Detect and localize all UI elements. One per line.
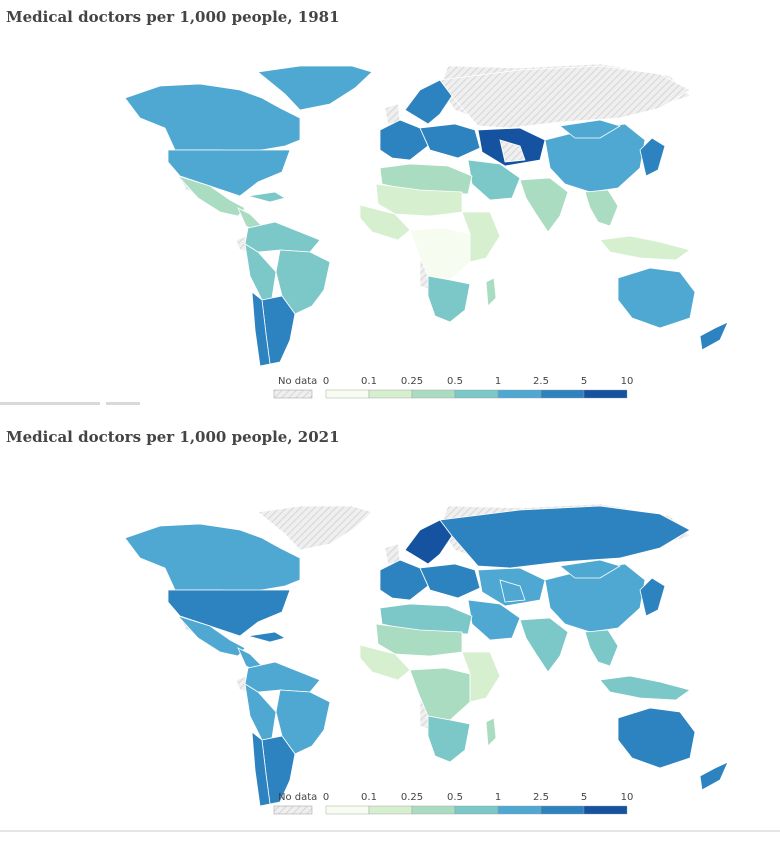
country-region-chile[interactable]	[251, 731, 271, 807]
legend-swatch	[325, 389, 370, 399]
legend-tick-label: 1	[495, 376, 501, 387]
legend-swatch	[540, 805, 585, 815]
country-region-north-america[interactable]	[124, 83, 301, 153]
country-region-india[interactable]	[519, 617, 569, 673]
legend-swatch	[325, 805, 370, 815]
map-land	[124, 63, 729, 367]
legend-nodata-label: No data	[278, 792, 317, 803]
legend-tick-label: 10	[621, 376, 634, 387]
map-legend: No data 0 0.1 0.25 0.5 1 2.5 5 10	[273, 792, 634, 815]
country-region-north-america[interactable]	[124, 523, 301, 593]
country-region-japan-korea[interactable]	[639, 137, 666, 177]
legend-tick-label: 10	[621, 792, 634, 803]
legend-swatch	[497, 389, 542, 399]
country-region-madagascar[interactable]	[485, 717, 497, 747]
country-region-madagascar[interactable]	[485, 277, 497, 307]
legend-tick-label: 0.25	[401, 792, 423, 803]
country-region-central-africa[interactable]	[409, 667, 471, 721]
legend-nodata-label: No data	[278, 376, 317, 387]
country-region-southern-africa[interactable]	[427, 275, 471, 323]
country-region-new-zealand[interactable]	[699, 761, 729, 791]
legend-swatch	[368, 389, 413, 399]
map-title-1981: Medical doctors per 1,000 people, 1981	[6, 8, 340, 26]
country-region-middle-east[interactable]	[467, 159, 521, 201]
legend-tick-label: 5	[581, 376, 587, 387]
map-panel-1981: Medical doctors per 1,000 people, 1981 N…	[0, 0, 780, 405]
legend-swatch	[368, 805, 413, 815]
country-region-mideast-nodata[interactable]	[499, 579, 526, 603]
legend-tick-label: 1	[495, 792, 501, 803]
country-region-andes[interactable]	[244, 243, 277, 301]
country-region-greenland[interactable]	[257, 65, 373, 111]
country-region-central-africa[interactable]	[409, 227, 471, 281]
country-region-west-africa[interactable]	[359, 204, 411, 241]
world-map-1981: No data 0 0.1 0.25 0.5 1 2.5 5 10	[124, 63, 729, 399]
country-region-eastern-europe[interactable]	[419, 563, 481, 599]
legend-swatch	[583, 389, 628, 399]
legend-swatch	[411, 389, 456, 399]
bottom-rule	[0, 830, 780, 832]
legend-nodata-swatch	[273, 389, 313, 399]
country-region-sahara[interactable]	[375, 623, 463, 657]
legend-tick-label: 0	[323, 792, 329, 803]
country-region-russia[interactable]	[439, 65, 691, 129]
legend-swatch	[454, 389, 499, 399]
country-region-east-africa[interactable]	[461, 651, 501, 703]
country-region-usa-south[interactable]	[167, 589, 291, 637]
country-region-caribbean[interactable]	[247, 191, 287, 203]
country-region-mideast-nodata[interactable]	[499, 139, 526, 163]
country-region-indonesia[interactable]	[599, 235, 691, 261]
map-title-2021: Medical doctors per 1,000 people, 2021	[6, 428, 340, 446]
country-region-brazil[interactable]	[275, 689, 331, 755]
panel-divider-left	[0, 402, 100, 405]
country-region-caribbean[interactable]	[247, 631, 287, 643]
legend-swatch	[583, 805, 628, 815]
country-region-andes[interactable]	[244, 683, 277, 741]
country-region-mongolia[interactable]	[559, 559, 621, 579]
legend-tick-label: 0.5	[447, 792, 463, 803]
country-region-japan-korea[interactable]	[639, 577, 666, 617]
legend-swatch	[540, 389, 585, 399]
map-panel-2021: Medical doctors per 1,000 people, 2021 N…	[0, 420, 780, 850]
country-region-australia[interactable]	[617, 707, 696, 769]
country-region-southeast-asia[interactable]	[584, 629, 619, 667]
country-region-western-europe[interactable]	[379, 559, 429, 601]
country-region-middle-east[interactable]	[467, 599, 521, 641]
world-map-2021: No data 0 0.1 0.25 0.5 1 2.5 5 10	[124, 503, 729, 815]
country-region-west-africa[interactable]	[359, 644, 411, 681]
country-region-greenland[interactable]	[257, 505, 373, 551]
legend-tick-label: 0.1	[361, 376, 377, 387]
map-land	[124, 503, 729, 807]
country-region-south-america-north[interactable]	[244, 661, 321, 693]
country-region-eastern-europe[interactable]	[419, 123, 481, 159]
legend-tick-label: 0	[323, 376, 329, 387]
legend-tick-label: 2.5	[533, 376, 549, 387]
panel-divider-right	[106, 402, 140, 405]
country-region-mongolia[interactable]	[559, 119, 621, 139]
legend-swatch	[454, 805, 499, 815]
legend-tick-label: 0.25	[401, 376, 423, 387]
country-region-russia[interactable]	[439, 505, 691, 569]
country-region-australia[interactable]	[617, 267, 696, 329]
country-region-usa-south[interactable]	[167, 149, 291, 197]
country-region-brazil[interactable]	[275, 249, 331, 315]
country-region-south-america-north[interactable]	[244, 221, 321, 253]
country-region-indonesia[interactable]	[599, 675, 691, 701]
legend-tick-label: 2.5	[533, 792, 549, 803]
country-region-southeast-asia[interactable]	[584, 189, 619, 227]
legend-swatch	[411, 805, 456, 815]
legend-swatch	[497, 805, 542, 815]
legend-tick-label: 0.5	[447, 376, 463, 387]
country-region-southern-africa[interactable]	[427, 715, 471, 763]
country-region-sahara[interactable]	[375, 183, 463, 217]
legend-nodata-swatch	[273, 805, 313, 815]
country-region-india[interactable]	[519, 177, 569, 233]
map-legend: No data 0 0.1 0.25 0.5 1 2.5 5 10	[273, 376, 634, 399]
country-region-chile[interactable]	[251, 291, 271, 367]
legend-tick-label: 0.1	[361, 792, 377, 803]
legend-tick-label: 5	[581, 792, 587, 803]
country-region-east-africa[interactable]	[461, 211, 501, 263]
country-region-western-europe[interactable]	[379, 119, 429, 161]
country-region-new-zealand[interactable]	[699, 321, 729, 351]
